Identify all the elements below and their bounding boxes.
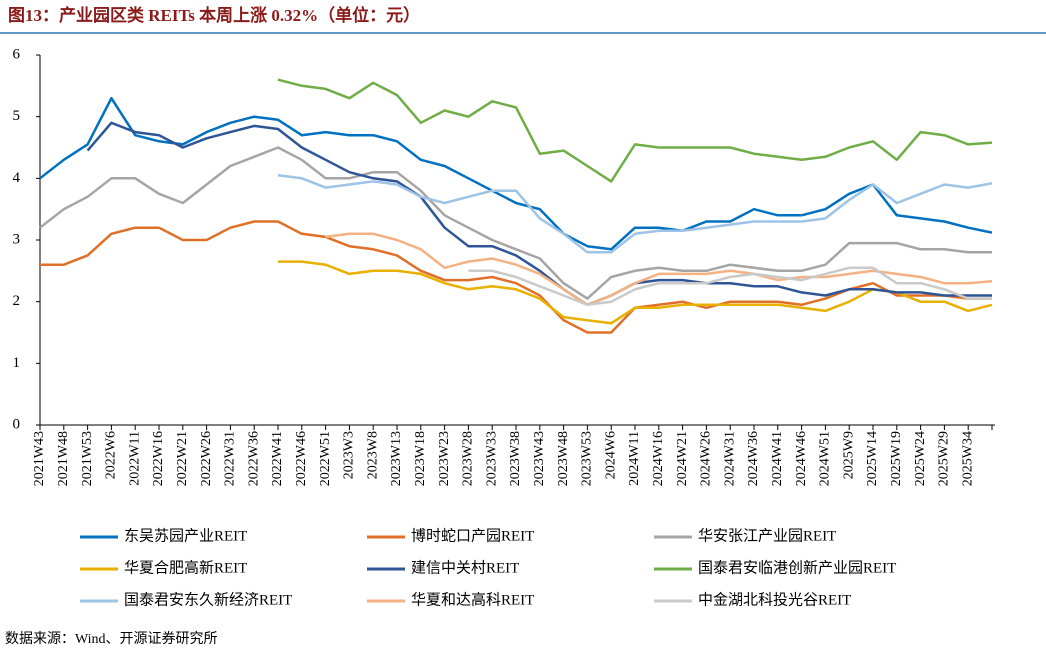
legend-label: 华夏合肥高新REIT bbox=[124, 559, 247, 576]
y-tick-label: 4 bbox=[13, 170, 21, 186]
x-tick-label: 2023W3 bbox=[342, 431, 357, 479]
x-tick-label: 2025W29 bbox=[937, 431, 952, 486]
y-tick-label: 0 bbox=[13, 416, 21, 432]
x-tick-label: 2021W48 bbox=[56, 431, 71, 486]
x-tick-label: 2023W23 bbox=[437, 431, 452, 486]
x-tick-label: 2025W19 bbox=[889, 431, 904, 486]
x-tick-label: 2025W34 bbox=[960, 431, 975, 486]
x-tick-label: 2025W9 bbox=[841, 431, 856, 479]
x-tick-label: 2024W41 bbox=[770, 431, 785, 486]
legend-label: 建信中关村REIT bbox=[411, 559, 519, 576]
x-tick-label: 2021W53 bbox=[80, 431, 95, 486]
x-tick-label: 2024W46 bbox=[794, 431, 809, 486]
x-tick-label: 2024W21 bbox=[675, 431, 690, 486]
y-tick-label: 1 bbox=[13, 355, 21, 371]
series-line bbox=[277, 174, 993, 254]
x-tick-label: 2022W46 bbox=[294, 431, 309, 486]
x-tick-label: 2023W28 bbox=[461, 431, 476, 486]
x-tick-label: 2024W26 bbox=[699, 431, 714, 486]
x-tick-label: 2023W33 bbox=[484, 431, 499, 486]
x-tick-label: 2022W51 bbox=[318, 431, 333, 486]
x-tick-label: 2022W21 bbox=[175, 431, 190, 486]
x-tick-label: 2022W16 bbox=[151, 431, 166, 486]
series-line bbox=[468, 266, 992, 307]
legend-label: 中金湖北科投光谷REIT bbox=[698, 591, 851, 608]
x-tick-label: 2024W6 bbox=[603, 431, 618, 479]
x-tick-label: 2022W6 bbox=[104, 431, 119, 479]
x-tick-label: 2021W43 bbox=[32, 431, 47, 486]
legend-label: 华夏和达高科REIT bbox=[411, 591, 534, 608]
x-tick-label: 2022W26 bbox=[199, 431, 214, 486]
legend-label: 国泰君安临港创新产业园REIT bbox=[698, 559, 896, 576]
y-tick-label: 5 bbox=[13, 108, 21, 124]
source-note: 数据来源：Wind、开源证券研究所 bbox=[5, 631, 218, 647]
x-tick-label: 2024W16 bbox=[651, 431, 666, 486]
x-tick-label: 2022W36 bbox=[246, 431, 261, 486]
y-tick-label: 3 bbox=[13, 231, 21, 247]
legend-label: 博时蛇口产园REIT bbox=[411, 527, 534, 544]
x-tick-label: 2025W24 bbox=[913, 431, 928, 486]
x-tick-label: 2024W11 bbox=[627, 431, 642, 486]
x-tick-label: 2022W31 bbox=[223, 431, 238, 486]
x-tick-label: 2024W36 bbox=[746, 431, 761, 486]
y-tick-label: 2 bbox=[13, 293, 21, 309]
chart-title: 图13：产业园区类 REITs 本周上涨 0.32%（单位：元） bbox=[8, 5, 420, 25]
x-tick-label: 2024W31 bbox=[722, 431, 737, 486]
legend-label: 东吴苏园产业REIT bbox=[124, 527, 247, 544]
x-tick-label: 2023W18 bbox=[413, 431, 428, 486]
x-tick-label: 2023W53 bbox=[580, 431, 595, 486]
x-tick-label: 2022W41 bbox=[270, 431, 285, 486]
series-line bbox=[86, 121, 992, 307]
series-line bbox=[40, 220, 992, 334]
x-tick-label: 2023W13 bbox=[389, 431, 404, 486]
x-tick-label: 2023W8 bbox=[365, 431, 380, 479]
legend-label: 华安张江产业园REIT bbox=[698, 527, 836, 544]
x-tick-label: 2023W38 bbox=[508, 431, 523, 486]
x-tick-label: 2025W14 bbox=[865, 431, 880, 486]
x-tick-label: 2024W51 bbox=[818, 431, 833, 486]
series-line bbox=[39, 96, 993, 251]
series-line bbox=[39, 146, 992, 300]
legend-label: 国泰君安东久新经济REIT bbox=[124, 591, 292, 608]
x-tick-label: 2023W43 bbox=[532, 431, 547, 486]
series-line bbox=[277, 78, 993, 183]
y-tick-label: 6 bbox=[13, 46, 21, 62]
x-tick-label: 2023W48 bbox=[556, 431, 571, 486]
x-tick-label: 2022W11 bbox=[127, 431, 142, 486]
